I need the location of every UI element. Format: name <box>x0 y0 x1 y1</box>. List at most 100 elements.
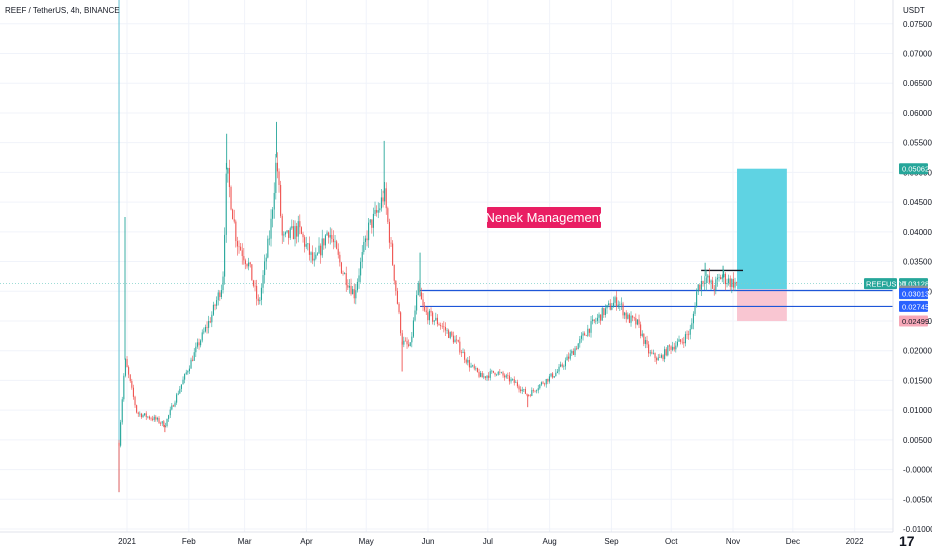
candle-body <box>184 374 186 380</box>
grid-lines <box>0 0 893 532</box>
candle-body <box>563 366 565 367</box>
candle-body <box>688 334 690 336</box>
candle-body <box>238 246 240 248</box>
candle-body <box>270 218 272 239</box>
candle-body <box>721 277 723 280</box>
candle-body <box>424 305 426 311</box>
candle-body <box>233 219 235 222</box>
candle-body <box>404 340 406 342</box>
candle-body <box>208 321 210 328</box>
candle-body <box>560 364 562 367</box>
candle-body <box>220 290 222 297</box>
candle-body <box>195 346 197 353</box>
candle-body <box>668 345 670 347</box>
candle-body <box>676 341 678 346</box>
candle-body <box>200 340 202 346</box>
price-badge-label: 0.02745 <box>902 302 929 311</box>
candle-body <box>512 379 514 380</box>
candle-body <box>657 357 659 361</box>
candle-body <box>201 332 203 341</box>
candle-body <box>488 375 490 378</box>
candle-body <box>308 243 310 255</box>
price-badge-label: 0.03128 <box>902 280 929 289</box>
candle-body <box>638 319 640 325</box>
candle-body <box>392 243 394 265</box>
candle-body <box>484 376 486 378</box>
candle-body <box>176 394 178 403</box>
tradingview-logo[interactable]: 17 <box>899 533 915 549</box>
candle-body <box>206 327 208 328</box>
candle-body <box>294 226 296 240</box>
time-tick-label: Dec <box>786 537 800 546</box>
candle-body <box>305 244 307 247</box>
candle-body <box>193 352 195 361</box>
price-tick-label: 0.00500 <box>903 436 932 445</box>
candle-body <box>198 342 200 346</box>
candle-body <box>592 319 594 322</box>
candle-body <box>288 230 290 238</box>
candle-body <box>616 297 618 307</box>
price-tick-label: 0.02000 <box>903 347 932 356</box>
candle-body <box>324 235 326 246</box>
candle-body <box>473 365 475 369</box>
chart-title: REEF / TetherUS, 4h, BINANCE <box>5 6 120 15</box>
candle-body <box>400 312 402 334</box>
candle-body <box>561 364 563 367</box>
candle-body <box>459 341 461 353</box>
candle-body <box>276 162 278 172</box>
candle-body <box>148 416 150 419</box>
candle-body <box>531 390 533 396</box>
candle-body <box>318 245 320 254</box>
candle-body <box>646 340 648 345</box>
candle-body <box>156 418 158 420</box>
candle-body <box>636 319 638 325</box>
candle-body <box>625 312 627 319</box>
candle-body <box>169 409 171 416</box>
candle-body <box>574 348 576 356</box>
time-tick-label: Nov <box>726 537 740 546</box>
price-tick-label: -0.00500 <box>903 495 932 504</box>
candle-body <box>236 241 238 247</box>
candle-body <box>564 360 566 367</box>
candle-body <box>265 257 267 262</box>
candle-body <box>382 197 384 202</box>
candle-body <box>726 283 728 285</box>
candle-body <box>398 303 400 313</box>
candle-body <box>736 281 738 283</box>
candle-body <box>376 210 378 213</box>
candle-body <box>542 382 544 384</box>
candle-body <box>313 258 315 261</box>
candle-body <box>502 372 504 376</box>
candle-body <box>364 238 366 242</box>
candle-body <box>595 320 597 322</box>
ticker-badge <box>864 278 897 290</box>
candle-body <box>587 328 589 336</box>
candle-body <box>526 393 528 396</box>
candle-body <box>163 421 165 427</box>
candle-body <box>379 208 381 211</box>
candle-body <box>352 289 354 295</box>
candle-body <box>412 320 414 337</box>
candle-body <box>307 243 309 245</box>
candle-body <box>684 334 686 344</box>
candle-body <box>700 281 702 290</box>
candle-body <box>670 346 672 350</box>
candle-body <box>209 321 211 323</box>
candle-body <box>196 342 198 347</box>
candle-body <box>320 245 322 256</box>
candle-body <box>384 188 386 202</box>
candles <box>118 121 738 493</box>
price-badge <box>899 300 928 312</box>
candle-body <box>227 167 229 174</box>
candle-body <box>240 246 242 251</box>
price-tick-label: 0.01500 <box>903 376 932 385</box>
candle-body <box>150 418 152 420</box>
candle-body <box>614 297 616 303</box>
candle-body <box>635 318 637 325</box>
price-tick-label: 0.06500 <box>903 79 932 88</box>
candle-body <box>686 334 688 335</box>
candle-body <box>454 339 456 343</box>
time-axis[interactable]: 2021 Feb Mar Apr May Jun Jul Aug Sep Oct Nov Dec 202… <box>118 537 864 546</box>
price-tick-label: 0.07000 <box>903 49 932 58</box>
